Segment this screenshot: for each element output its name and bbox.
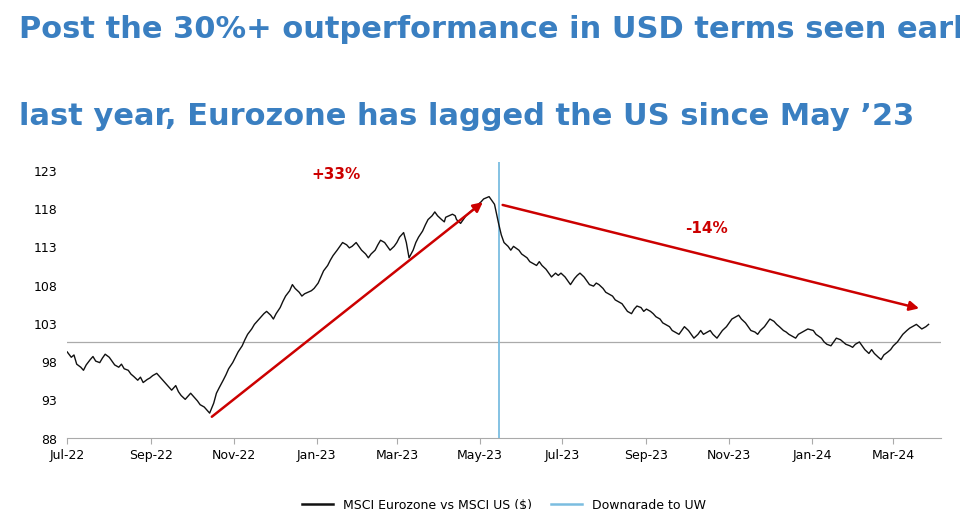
Text: last year, Eurozone has lagged the US since May ’23: last year, Eurozone has lagged the US si… — [19, 102, 915, 131]
Text: Post the 30%+ outperformance in USD terms seen early: Post the 30%+ outperformance in USD term… — [19, 15, 960, 44]
Text: +33%: +33% — [311, 167, 360, 182]
Legend: MSCI Eurozone vs MSCI US ($), Downgrade to UW: MSCI Eurozone vs MSCI US ($), Downgrade … — [297, 493, 711, 509]
Text: -14%: -14% — [684, 220, 728, 236]
